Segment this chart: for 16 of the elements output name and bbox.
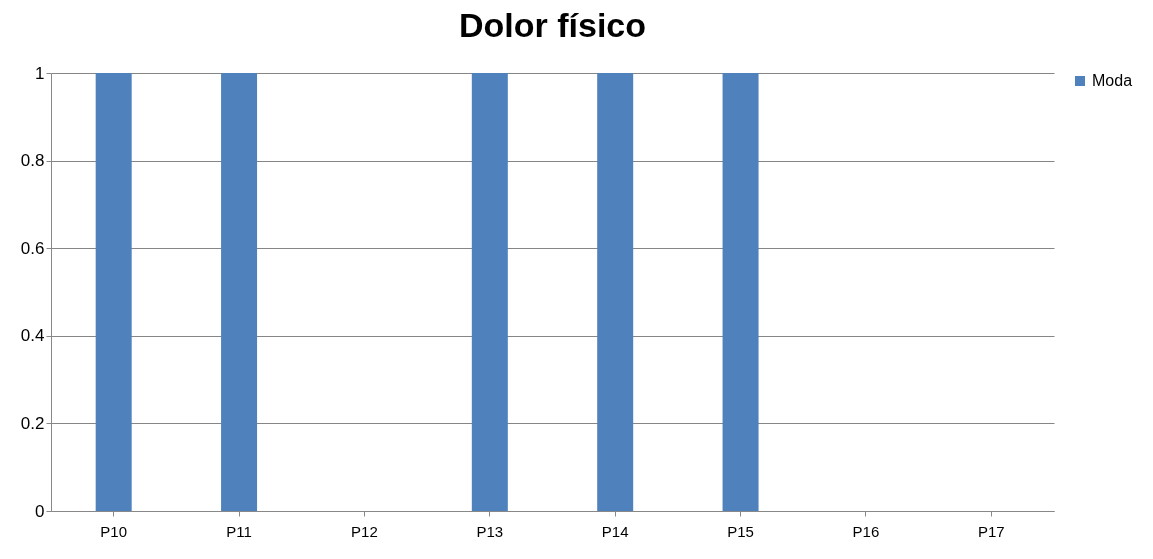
x-tick-label: P15 [727,522,754,540]
chart-title: Dolor físico [458,6,647,44]
x-tick-label: P13 [476,522,504,540]
y-tick-label: 0.6 [20,238,45,258]
x-tick-label: P12 [351,522,378,540]
y-tick-label: 0.2 [20,413,45,433]
x-tick-label: P10 [100,522,128,540]
y-tick-label: 1 [35,63,45,83]
y-tick-label: 0 [35,501,45,521]
y-tick-label: 0.8 [20,151,45,171]
x-tick-label: P17 [977,522,1005,540]
x-tick-label: P16 [852,522,880,540]
x-tick-label: P14 [601,522,629,540]
legend-label: Moda [1092,72,1133,89]
y-tick-label: 0.4 [20,326,45,346]
x-tick-label: P11 [226,522,252,540]
